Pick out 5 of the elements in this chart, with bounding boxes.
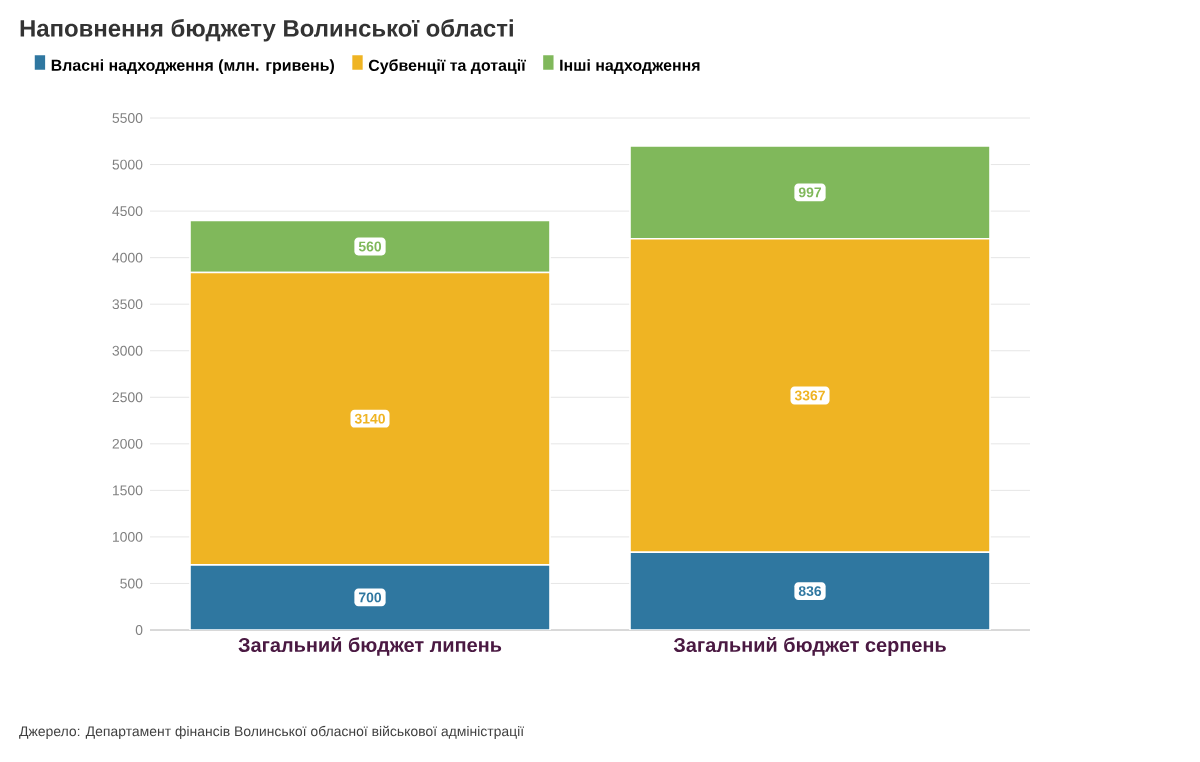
chart-title: Наповнення бюджету Волинської області: [20, 19, 513, 42]
x-tick-label: Загальний бюджет липень: [238, 637, 502, 656]
bar: [629, 551, 991, 630]
bar: [189, 564, 551, 630]
x-tick-label: Загальний бюджет серпень: [673, 637, 946, 656]
